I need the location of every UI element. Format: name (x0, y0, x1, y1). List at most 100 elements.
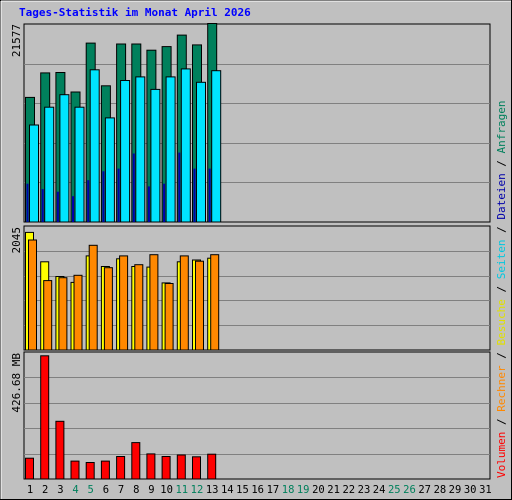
bar-dateien-day-9 (150, 88, 161, 223)
bar-rechner-day-3 (58, 277, 68, 351)
x-tick-label: 5 (88, 484, 94, 496)
bar-volumen-day-9 (146, 453, 156, 480)
bar-dateien-day-5 (89, 69, 100, 223)
x-tick-label: 16 (251, 484, 264, 496)
x-tick-label: 19 (297, 484, 310, 496)
bar-seiten-day-2 (41, 189, 44, 222)
x-tick-label: 17 (267, 484, 280, 496)
bar-rechner-day-4 (73, 274, 83, 351)
bar-rechner-day-13 (210, 254, 220, 351)
bar-seiten-day-13 (208, 168, 211, 222)
bar-rechner-day-6 (103, 267, 113, 351)
bar-volumen-day-4 (70, 460, 80, 480)
bar-volumen-day-10 (161, 456, 171, 480)
bar-volumen-day-11 (176, 454, 186, 480)
bar-volumen-day-6 (100, 460, 110, 480)
bar-seiten-day-8 (132, 153, 135, 222)
bar-seiten-day-12 (193, 168, 196, 222)
x-tick-label: 21 (327, 484, 340, 496)
x-tick-label: 12 (191, 484, 204, 496)
x-tick-label: 14 (221, 484, 234, 496)
x-tick-label: 28 (434, 484, 447, 496)
x-tick-label: 3 (57, 484, 63, 496)
bar-rechner-day-12 (195, 260, 204, 351)
x-tick-label: 10 (160, 484, 173, 496)
bar-seiten-day-1 (26, 183, 29, 222)
chart-title: Tages-Statistik im Monat April 2026 (19, 6, 251, 19)
bar-volumen-day-2 (40, 355, 50, 480)
x-tick-label: 9 (148, 484, 154, 496)
bar-seiten-day-7 (117, 168, 120, 222)
series-legend: Volumen / Rechner / Besuche / Seiten / D… (495, 100, 508, 478)
top-ymax-label: 21577 (10, 24, 23, 57)
bottom-ymax-label: 426.68 MB (10, 353, 23, 413)
bar-seiten-day-10 (163, 183, 166, 222)
bar-dateien-day-11 (180, 68, 191, 223)
middle-ymax-label: 2045 (10, 227, 23, 254)
bar-seiten-day-6 (102, 171, 105, 222)
x-tick-label: 6 (103, 484, 109, 496)
legend-segment: / (495, 279, 508, 299)
x-tick-label: 27 (418, 484, 431, 496)
bar-volumen-day-3 (55, 420, 65, 480)
top-panel (23, 23, 491, 223)
x-tick-label: 4 (72, 484, 78, 496)
bar-dateien-day-10 (165, 76, 176, 223)
bar-dateien-day-6 (104, 117, 115, 223)
bar-rechner-day-9 (149, 254, 159, 351)
bar-rechner-day-5 (88, 244, 98, 351)
bar-volumen-day-13 (207, 453, 217, 480)
middle-panel (23, 225, 491, 351)
bar-dateien-day-13 (211, 70, 222, 223)
legend-segment: Dateien (495, 173, 508, 219)
legend-segment: / (495, 153, 508, 173)
bar-rechner-day-2 (43, 280, 53, 351)
bottom-panel-background (23, 351, 491, 480)
bar-rechner-day-11 (179, 255, 189, 351)
x-tick-label: 11 (175, 484, 188, 496)
bar-seiten-day-9 (147, 186, 150, 222)
bar-rechner-day-10 (164, 283, 174, 351)
x-tick-label: 26 (403, 484, 416, 496)
x-tick-label: 8 (133, 484, 139, 496)
bar-rechner-day-8 (134, 264, 144, 351)
x-tick-label: 24 (373, 484, 386, 496)
x-tick-label: 25 (388, 484, 401, 496)
bar-rechner-day-7 (119, 255, 129, 351)
bar-volumen-day-5 (85, 462, 95, 480)
legend-segment: Volumen (495, 432, 508, 478)
legend-segment: / (495, 220, 508, 240)
x-axis-day-labels: 1 2 3 4 5 6 7 8 9 10 11 12 13 14 15 16 17 18 19 20 21 22 23 24 2… (27, 484, 492, 496)
x-tick-label: 30 (464, 484, 477, 496)
x-tick-label: 31 (479, 484, 492, 496)
bar-rechner-day-1 (28, 239, 37, 351)
legend-segment: / (495, 346, 508, 366)
legend-segment: Besuche (495, 299, 508, 345)
x-tick-label: 18 (282, 484, 295, 496)
x-tick-label: 13 (206, 484, 219, 496)
x-tick-label: 7 (118, 484, 124, 496)
bar-dateien-day-12 (196, 81, 206, 223)
bottom-panel (23, 351, 491, 480)
bar-dateien-day-4 (74, 106, 85, 223)
bar-dateien-day-2 (44, 106, 55, 223)
x-tick-label: 20 (312, 484, 325, 496)
bar-dateien-day-7 (120, 80, 131, 223)
legend-segment: Anfragen (495, 100, 508, 153)
bar-seiten-day-5 (87, 180, 90, 222)
bar-dateien-day-3 (59, 94, 70, 223)
bar-seiten-day-4 (72, 196, 74, 222)
x-tick-label: 22 (342, 484, 355, 496)
legend-segment: Rechner (495, 365, 508, 412)
bar-seiten-day-3 (56, 191, 59, 222)
bar-volumen-day-8 (131, 442, 141, 480)
bar-volumen-day-12 (192, 456, 201, 480)
x-tick-label: 2 (42, 484, 48, 496)
legend-segment: Seiten (495, 240, 508, 280)
x-tick-label: 15 (236, 484, 249, 496)
bar-dateien-day-8 (135, 76, 146, 223)
bar-seiten-day-11 (178, 152, 181, 222)
bar-volumen-day-1 (25, 457, 34, 480)
bar-dateien-day-1 (29, 124, 39, 223)
